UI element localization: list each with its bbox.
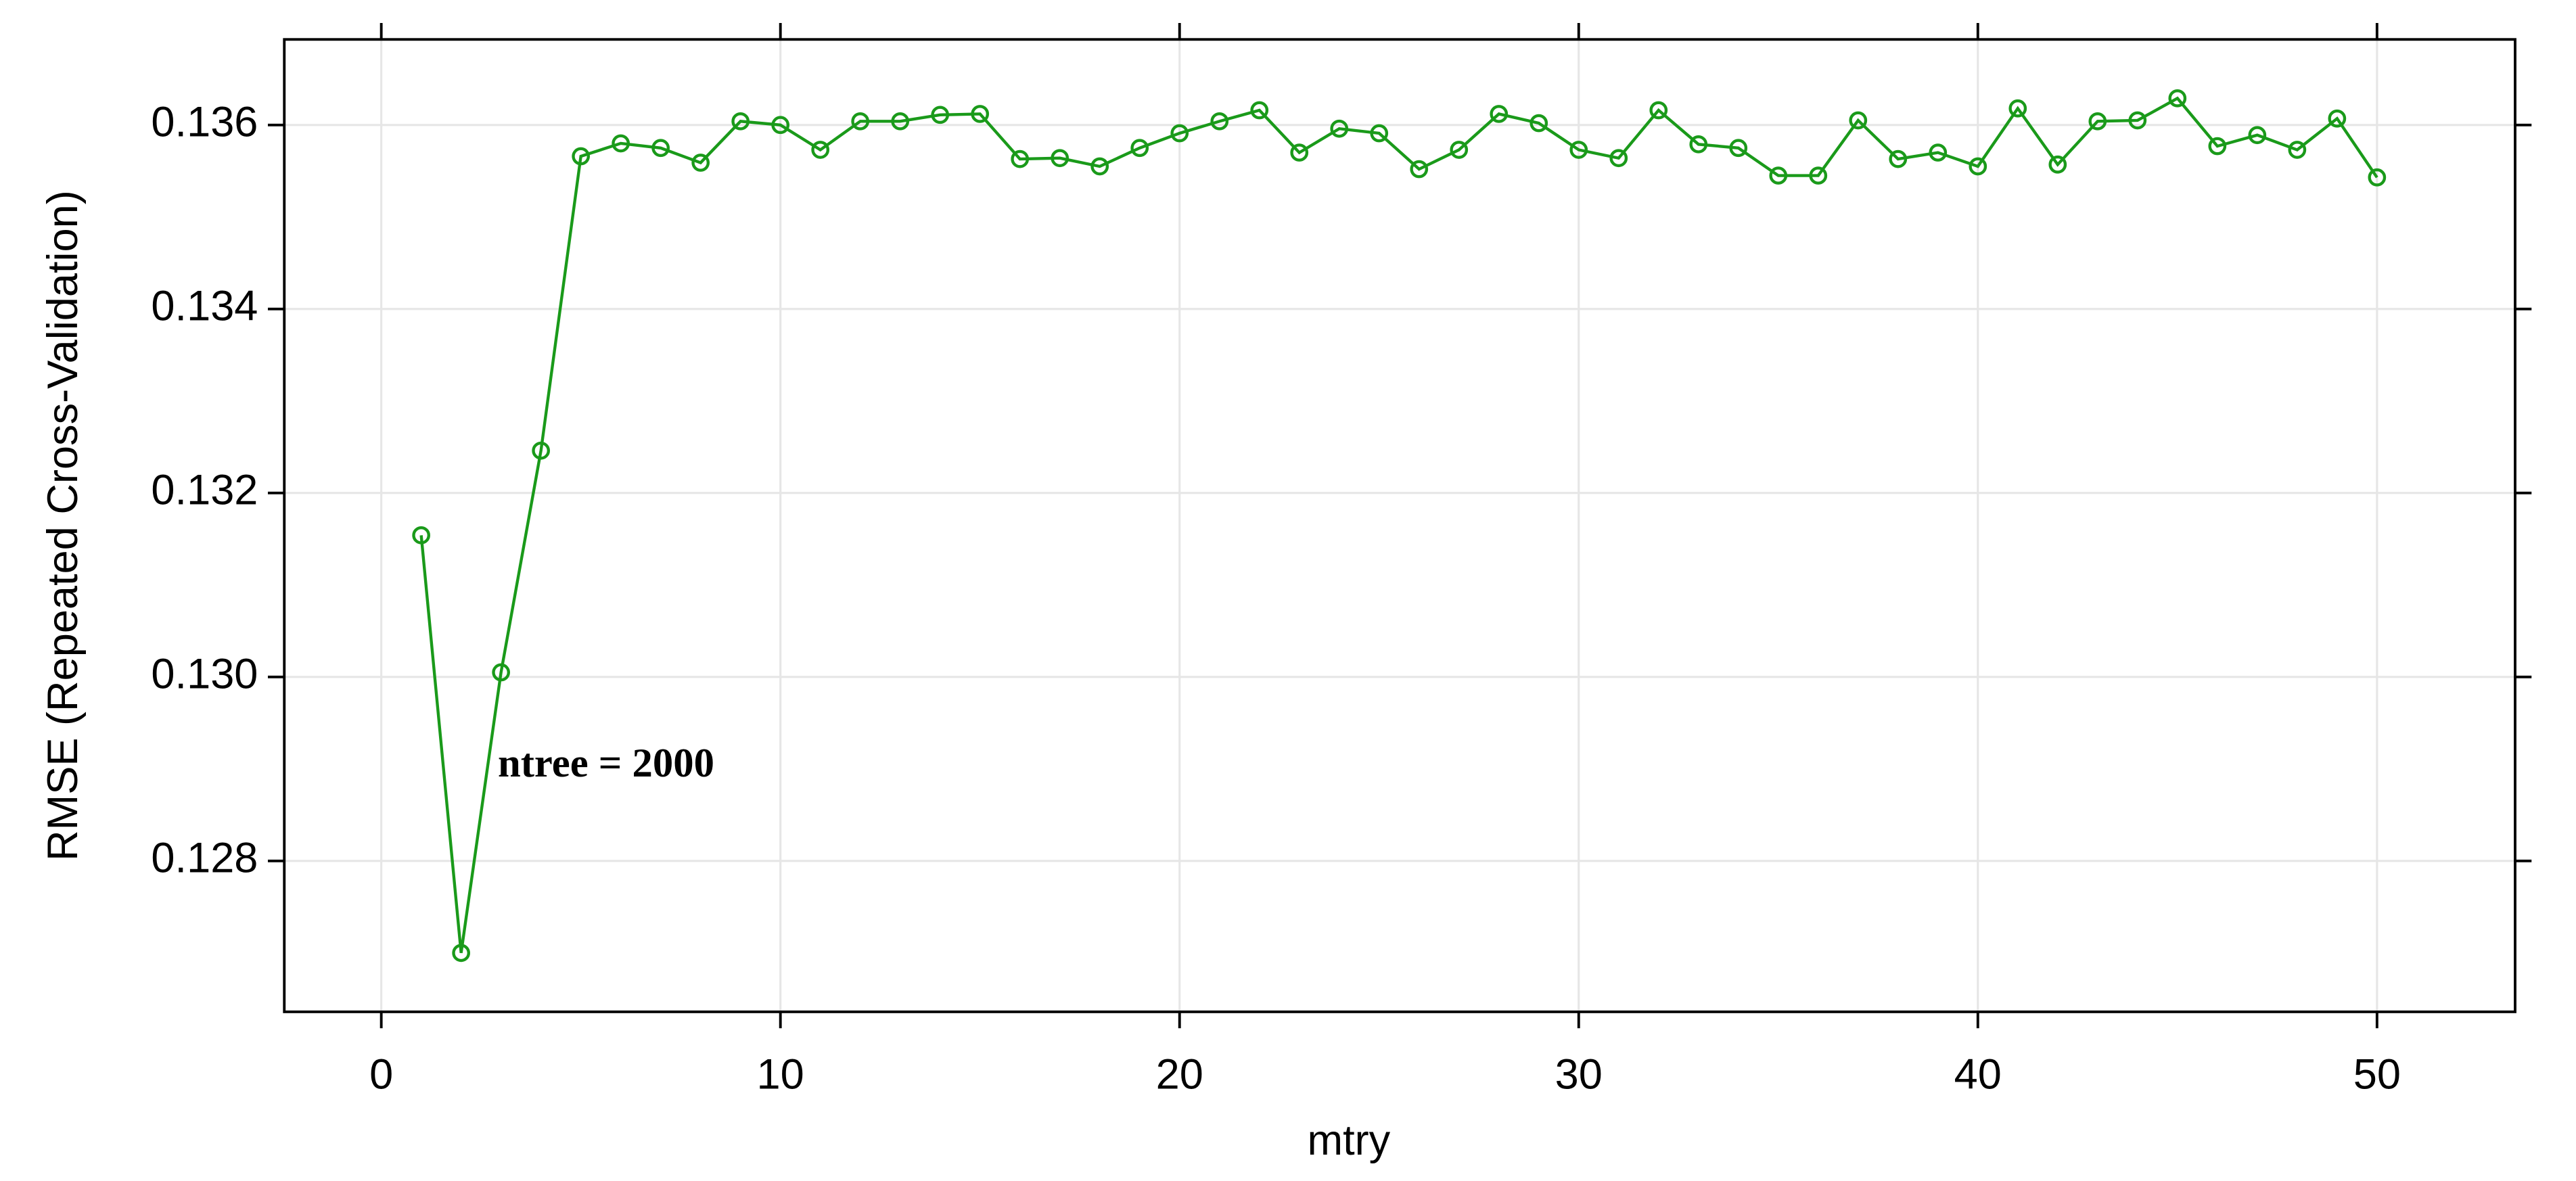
data-point [1051,149,1070,168]
data-point [1290,143,1309,162]
data-point [1370,124,1389,143]
data-point [1011,149,1030,168]
data-point [2368,168,2387,187]
data-point [1130,139,1149,158]
data-point [931,106,950,124]
data-point [2008,99,2027,118]
data-point [1490,105,1509,123]
data-point [2048,155,2067,174]
data-point [1729,139,1748,158]
data-point [2088,112,2107,131]
data-point [1969,157,1987,176]
data-point [1450,141,1469,159]
x-tick-label: 30 [1555,1051,1603,1098]
y-tick-label: 0.136 [151,98,258,145]
x-tick-label: 20 [1156,1051,1203,1098]
data-point [1410,160,1429,179]
y-tick-label: 0.134 [151,282,258,329]
data-point [2328,109,2347,128]
y-tick-label: 0.130 [151,650,258,697]
data-point [452,944,471,963]
data-point [1210,112,1229,131]
data-point [1330,119,1349,138]
data-point [811,141,830,159]
data-point [2288,141,2307,159]
data-point [1849,111,1868,130]
data-point [572,147,591,166]
data-point [2168,89,2187,108]
data-point [1609,149,1628,168]
plot-frame [283,38,2516,1013]
x-tick-label: 50 [2353,1051,2401,1098]
data-point [851,112,870,131]
y-axis-label: RMSE (Repeated Cross-Validation) [39,190,87,861]
data-point [1090,157,1109,176]
data-point [731,112,750,131]
x-tick-label: 40 [1954,1051,2002,1098]
x-tick-label: 10 [757,1051,804,1098]
data-point [1689,135,1708,154]
data-point [691,154,710,172]
data-point [1769,166,1788,185]
annotation: ntree = 2000 [498,741,714,786]
data-point [2208,137,2227,156]
y-tick-label: 0.128 [151,834,258,881]
x-tick-label: 0 [369,1051,393,1098]
data-point [1889,149,1908,168]
data-point [2128,111,2147,130]
data-point [971,105,990,123]
data-point [771,116,790,135]
data-point [651,139,670,158]
data-point [1530,114,1548,133]
data-line [419,96,2378,954]
data-point [412,526,431,545]
data-point [1929,143,1948,162]
data-point [1649,101,1668,120]
data-point [532,441,551,460]
data-point [492,663,511,682]
data-point [1170,124,1189,143]
data-point [1809,166,1828,185]
data-point [1569,141,1588,159]
data-point [612,134,630,153]
y-tick-label: 0.132 [151,466,258,513]
data-point [891,112,910,131]
data-point [2248,126,2267,145]
data-point [1250,101,1269,120]
x-axis-label: mtry [1307,1117,1390,1164]
